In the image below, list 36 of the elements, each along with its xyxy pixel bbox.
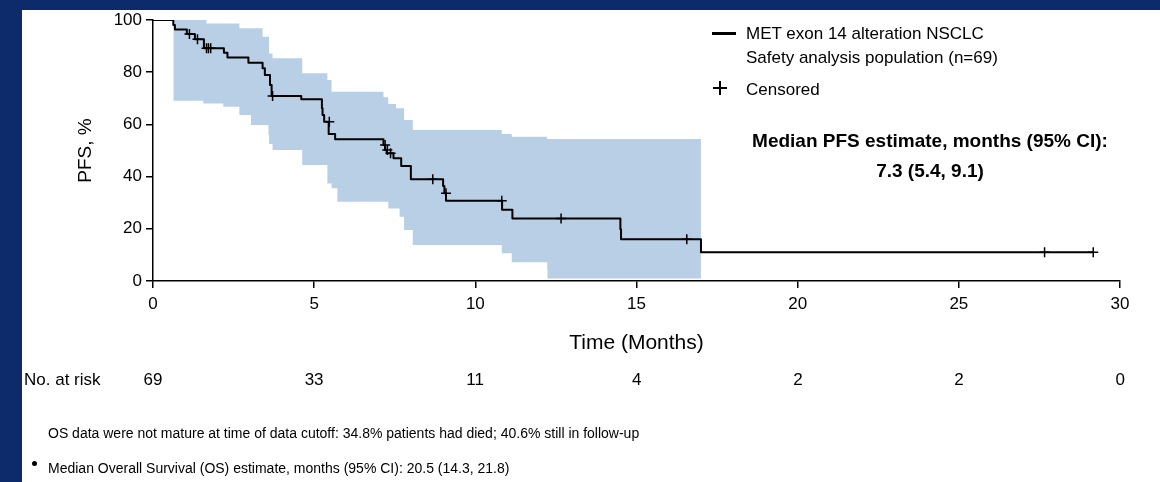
x-tick-label: 15 (627, 293, 646, 313)
y-tick-label: 100 (113, 9, 142, 29)
text: 0 (1115, 370, 1125, 390)
legend-label: MET exon 14 alteration NSCLC Safety analysis population (n=69) (746, 23, 999, 69)
text: OS data were not mature at time of data cutoff: 34.8% patients had died; 40.6% still in follow-up (48, 424, 640, 443)
x-axis-title: Time (Months) (569, 330, 704, 354)
x-tick-label: 30 (1110, 293, 1130, 313)
x-tick-label: 0 (148, 293, 158, 313)
x-tick-label: 25 (949, 293, 969, 313)
text: 33 (304, 370, 324, 390)
y-tick-label: 40 (123, 166, 142, 186)
text: 2 (954, 370, 964, 390)
text: No. at risk (24, 370, 101, 390)
legend-label: Censored (746, 79, 821, 101)
y-tick-label: 80 (123, 61, 142, 81)
x-tick-label: 20 (788, 293, 808, 313)
y-axis-title: PFS, % (73, 118, 95, 183)
y-tick-label: 0 (132, 270, 142, 290)
point (496, 195, 508, 207)
annotation: Median PFS estimate, months (95% CI): (751, 129, 1109, 153)
point (681, 233, 693, 245)
point (1038, 246, 1051, 259)
point (323, 116, 336, 128)
y-tick-label: 60 (123, 114, 142, 134)
text: Median Overall Survival (OS) estimate, months (95% CI): 20.5 (14.3, 21.8) (48, 459, 511, 478)
annotation: 7.3 (5.4, 9.1) (875, 159, 985, 183)
text: 2 (793, 370, 803, 390)
text: 69 (143, 370, 163, 390)
point (1087, 246, 1099, 259)
y-tick-label: 20 (123, 218, 142, 238)
text: 4 (632, 370, 642, 390)
x-tick-label: 5 (309, 293, 319, 313)
x-tick-label: 10 (465, 293, 485, 313)
point (555, 212, 567, 225)
point (427, 173, 439, 185)
text: 11 (466, 370, 484, 390)
